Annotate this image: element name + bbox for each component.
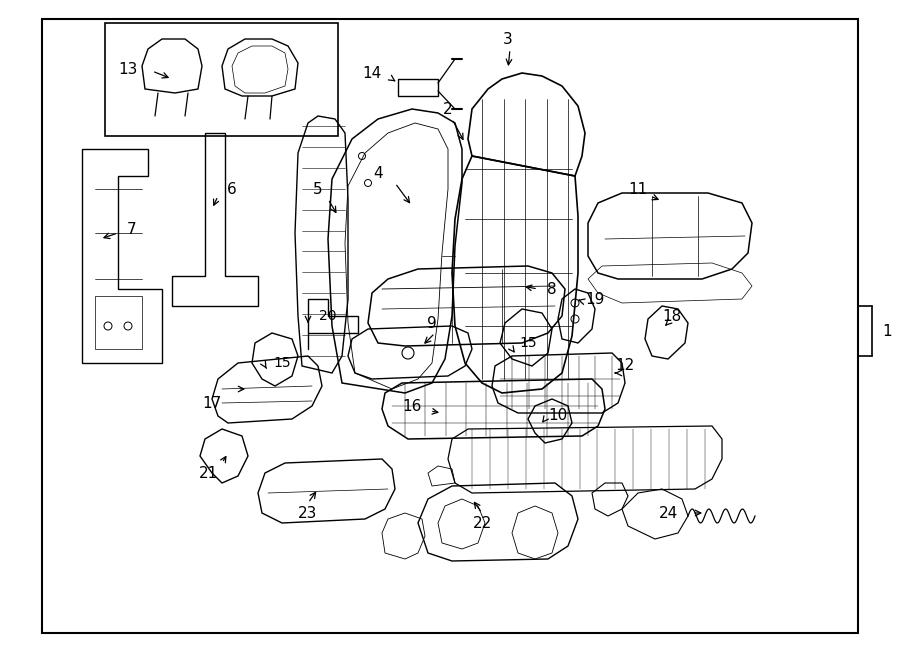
Text: 10: 10 <box>548 408 568 424</box>
Text: 21: 21 <box>198 465 218 481</box>
Text: 15: 15 <box>274 356 291 370</box>
Text: 23: 23 <box>298 506 318 520</box>
Text: 16: 16 <box>402 399 422 414</box>
Text: 24: 24 <box>659 506 678 520</box>
Text: 18: 18 <box>662 309 681 323</box>
Text: 2: 2 <box>443 102 453 116</box>
Text: 12: 12 <box>616 358 634 373</box>
Text: 11: 11 <box>628 182 648 196</box>
Text: 6: 6 <box>227 182 237 196</box>
Text: 9: 9 <box>428 315 436 330</box>
Text: 15: 15 <box>519 336 536 350</box>
Text: 13: 13 <box>118 61 138 77</box>
Text: 8: 8 <box>547 282 557 297</box>
Text: 14: 14 <box>363 65 382 81</box>
Text: 22: 22 <box>472 516 491 531</box>
Text: 4: 4 <box>374 165 382 180</box>
Text: 20: 20 <box>320 309 337 323</box>
Text: 5: 5 <box>313 182 323 196</box>
Text: 19: 19 <box>585 292 605 307</box>
Text: 7: 7 <box>127 221 137 237</box>
Text: 1: 1 <box>882 323 892 338</box>
Text: 17: 17 <box>202 395 221 410</box>
Text: 3: 3 <box>503 32 513 46</box>
